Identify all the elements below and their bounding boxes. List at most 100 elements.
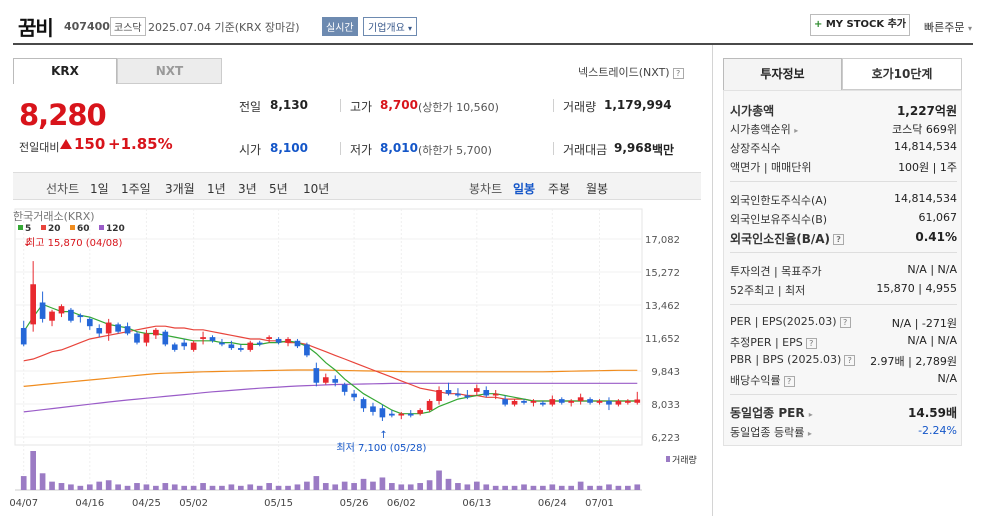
- candle-body: [398, 413, 405, 416]
- candle-body: [200, 337, 206, 339]
- volume-bar: [77, 485, 84, 490]
- tab-nxt[interactable]: NXT: [117, 58, 222, 84]
- period-3m[interactable]: 3개월: [165, 182, 195, 196]
- row-value: N/A: [937, 372, 957, 385]
- period-monthly[interactable]: 월봉: [586, 182, 609, 196]
- amount-unit: 백만: [652, 143, 675, 157]
- x-tick-label: 04/16: [75, 498, 104, 509]
- candle-body: [162, 331, 169, 345]
- candle-body: [256, 342, 263, 345]
- per-row: PER | EPS(2025.03)? N/A | -271원: [730, 315, 957, 331]
- help-icon[interactable]: ?: [839, 316, 851, 328]
- add-my-stock-button[interactable]: + MY STOCK 추가: [810, 14, 910, 36]
- candle-body: [351, 393, 357, 398]
- volume-bar: [115, 484, 121, 490]
- volume-bar: [322, 483, 329, 490]
- industry-change-row[interactable]: 동일업종 등락률 ▸ -2.24%: [730, 424, 957, 440]
- row-label: 52주최고 | 최저: [730, 284, 806, 297]
- period-weekly[interactable]: 주봉: [548, 182, 571, 196]
- candle-body: [502, 399, 508, 405]
- period-5y[interactable]: 5년: [269, 182, 288, 196]
- volume-value: 1,179,994: [604, 98, 672, 112]
- candle-body: [247, 342, 254, 350]
- volume-bar: [511, 485, 518, 490]
- volume-bar: [39, 473, 46, 490]
- tab-investment-info[interactable]: 투자정보: [723, 58, 842, 90]
- volume-bar: [30, 451, 36, 490]
- volume-bar: [285, 485, 291, 490]
- candle-body: [549, 399, 556, 405]
- candle-body: [96, 328, 103, 334]
- help-icon[interactable]: ?: [844, 354, 856, 366]
- amount-label: 거래대금: [563, 143, 608, 157]
- help-icon[interactable]: ?: [783, 375, 795, 387]
- ma-legend-swatch: [99, 225, 104, 230]
- candle-body: [171, 344, 178, 350]
- period-3y[interactable]: 3년: [238, 182, 257, 196]
- quick-order-label: 빠른주문: [924, 21, 965, 34]
- volume-bar: [549, 484, 556, 490]
- period-1d[interactable]: 1일: [90, 182, 109, 196]
- ma60-line: [23, 369, 638, 387]
- volume-bar: [219, 485, 225, 490]
- volume-bar: [68, 484, 74, 490]
- column-divider: [712, 45, 713, 516]
- candle-body: [322, 377, 329, 383]
- period-1w[interactable]: 1주일: [121, 182, 151, 196]
- candle-body: [58, 306, 65, 314]
- nextrade-link[interactable]: 넥스트레이드(NXT)?: [578, 64, 684, 80]
- realtime-button[interactable]: 실시간: [322, 17, 358, 36]
- change-percent: +1.85%: [108, 135, 173, 153]
- opinion-row: 투자의견 | 목표주가 N/A | N/A: [730, 263, 957, 279]
- candle-body: [407, 413, 414, 416]
- ma-legend-label: 60: [77, 224, 90, 234]
- candle-body: [436, 390, 442, 401]
- candle-body: [124, 326, 131, 334]
- ma5-line: [23, 303, 638, 415]
- chevron-right-icon: ▸: [808, 410, 813, 419]
- tab-order-book[interactable]: 호가10단계: [842, 58, 962, 90]
- x-tick-label: 06/24: [538, 498, 567, 509]
- help-icon[interactable]: ?: [672, 67, 684, 79]
- volume-bar: [266, 483, 272, 490]
- y-tick-label: 11,652: [645, 334, 680, 345]
- volume-bar: [256, 485, 263, 490]
- volume-bar: [237, 485, 244, 490]
- plus-icon: +: [813, 19, 823, 30]
- 52week-row: 52주최고 | 최저 15,870 | 4,955: [730, 282, 957, 298]
- candle-body: [77, 315, 84, 318]
- company-overview-dropdown[interactable]: 기업개요 ▾: [363, 17, 418, 36]
- tab-krx[interactable]: KRX: [13, 58, 117, 84]
- period-10y[interactable]: 10년: [303, 182, 330, 196]
- market-cap-rank-row[interactable]: 시가총액순위 ▸ 코스닥 669위: [730, 121, 957, 137]
- help-icon[interactable]: ?: [805, 337, 817, 349]
- period-1y[interactable]: 1년: [207, 182, 226, 196]
- candle-body: [634, 399, 641, 403]
- volume-bar: [596, 485, 603, 490]
- candle-chart-label: 봉차트: [469, 182, 503, 196]
- row-value: 14.59배: [908, 406, 957, 420]
- period-bar: 선차트 1일 1주일 3개월 1년 3년 5년 10년 봉차트 일봉 주봉 월봉: [13, 172, 701, 200]
- row-label: 동일업종 PER: [730, 406, 805, 420]
- volume-bar: [464, 484, 471, 490]
- x-tick-label: 04/07: [10, 498, 38, 509]
- quick-order-button[interactable]: 빠른주문 ▾: [924, 19, 972, 35]
- volume-bar: [625, 485, 631, 490]
- up-triangle-icon: [60, 139, 72, 149]
- volume-bar: [558, 485, 565, 490]
- volume-bar: [294, 484, 301, 490]
- candle-body: [304, 344, 310, 356]
- volume-bar: [398, 484, 405, 490]
- ma-legend-label: 120: [106, 224, 125, 234]
- candle-body: [30, 284, 36, 325]
- change-amount-value: 150: [74, 135, 106, 153]
- volume-bar: [530, 485, 537, 490]
- period-daily[interactable]: 일봉: [513, 182, 536, 196]
- price-chart[interactable]: 17,082 15,272 13,462 11,652 9,843 8,033 6,223 0…: [10, 205, 705, 516]
- candle-body: [483, 390, 490, 396]
- industry-per-row[interactable]: 동일업종 PER ▸ 14.59배: [730, 404, 957, 420]
- help-icon[interactable]: ?: [833, 234, 845, 245]
- par-value-row: 액면가 | 매매단위 100원 | 1주: [730, 159, 957, 175]
- candle-body: [294, 340, 301, 347]
- amount-value: 9,968: [614, 141, 652, 155]
